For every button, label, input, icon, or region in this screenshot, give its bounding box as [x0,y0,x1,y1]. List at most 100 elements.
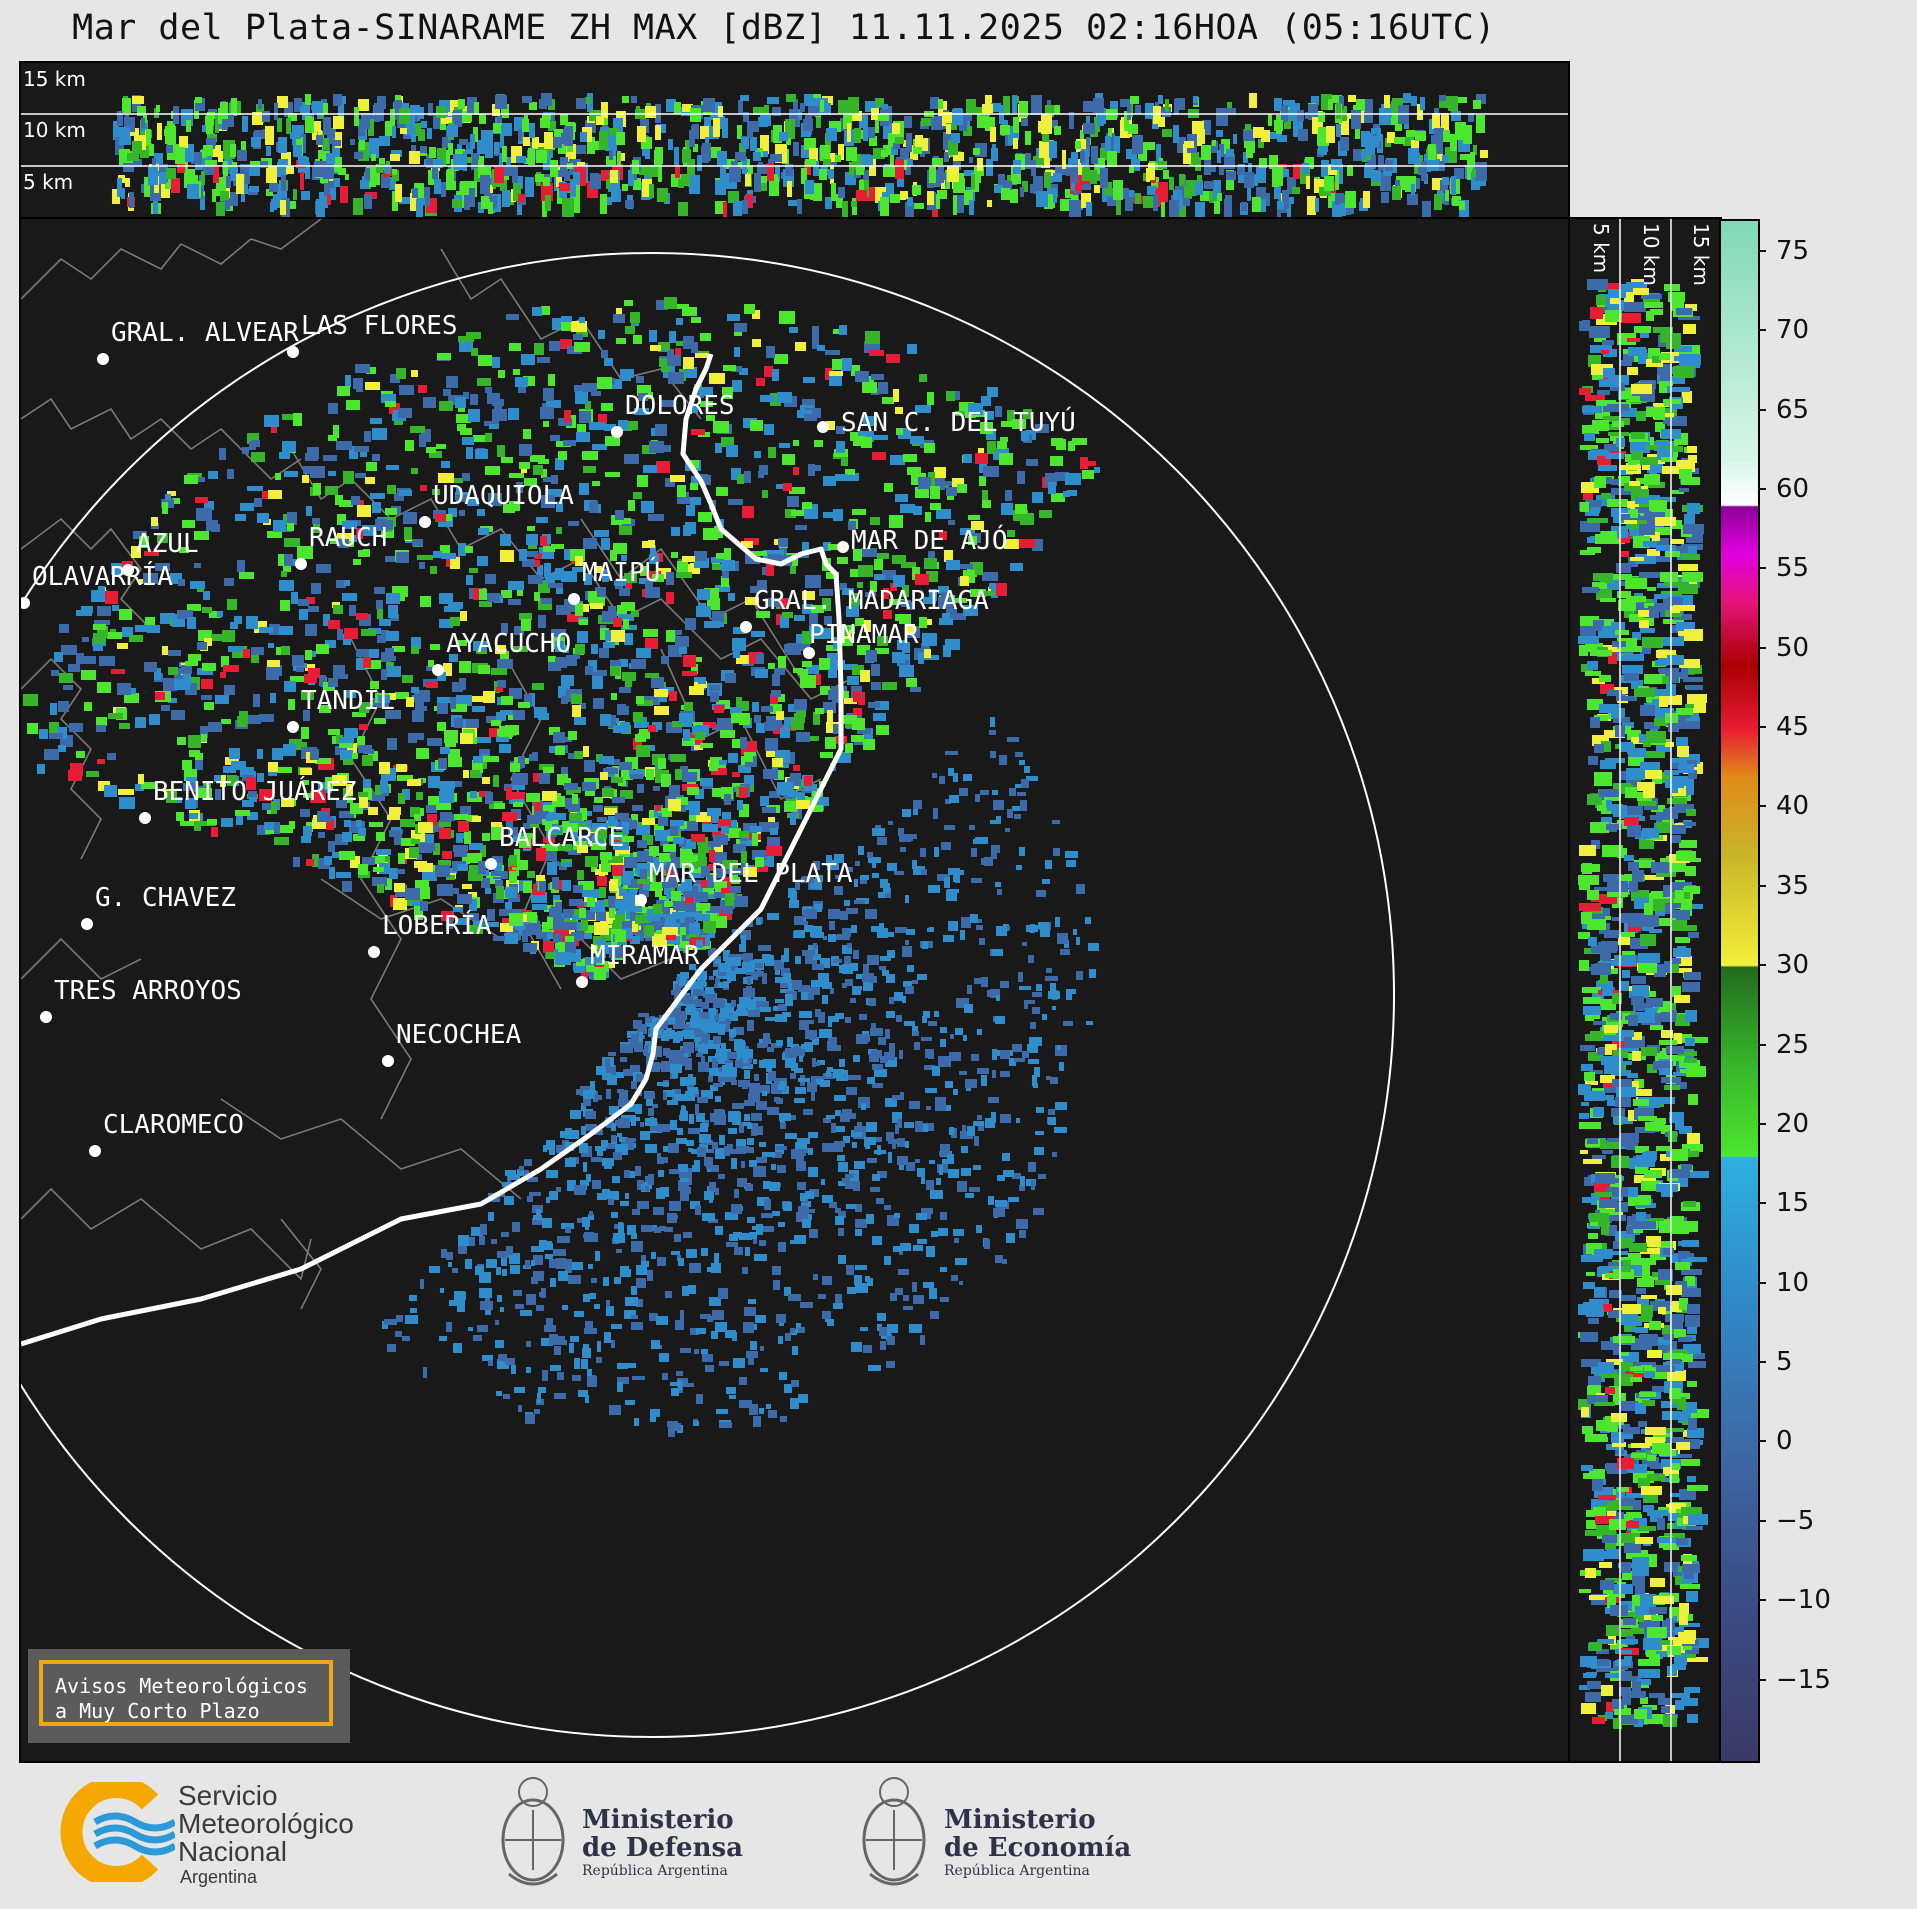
city-markers: GRAL. ALVEAR LAS FLORES DOLORES SAN C. DEL … [21,311,1076,1157]
economia-line-3: República Argentina [944,1863,1090,1879]
defensa-line-2: de Defensa [582,1833,743,1863]
right-height-label-5: 5 km [1589,223,1613,273]
badge-line-1: Avisos Meteorológicos [55,1674,308,1698]
city-dot [287,346,299,358]
colorbar-tick-label: −15 [1776,1664,1831,1695]
city-dot [568,593,580,605]
top-cross-section-plot: 15 km 10 km 5 km [21,67,1568,217]
chart-title: Mar del Plata-SINARAME ZH MAX [dBZ] 11.1… [72,8,1496,48]
city-label: MAIPÚ [582,556,660,588]
right-height-label-10: 10 km [1639,223,1663,286]
colorbar-tick-label: −5 [1776,1505,1815,1536]
city-dot [576,976,588,988]
colorbar-tick-mark [1758,1202,1766,1205]
colorbar-tick-mark [1758,249,1766,252]
radar-map-canvas: GRAL. ALVEAR LAS FLORES DOLORES SAN C. DEL … [21,219,1395,1738]
colorbar-tick-mark [1758,1043,1766,1046]
right-cross-section-panel: 5 km 10 km 15 km [1568,217,1722,1763]
city-label: MAR DE AJÓ [851,524,1008,556]
city-label: TANDIL [301,686,395,716]
city-label: LOBERÍA [382,909,492,941]
colorbar-tick-label: 25 [1776,1029,1810,1060]
top-cross-section-panel: 15 km 10 km 5 km [19,61,1570,219]
colorbar-tick-label: 10 [1776,1267,1810,1298]
city-dot [382,1055,394,1067]
city-dot [295,558,307,570]
city-dot [635,894,647,906]
colorbar-tick-label: 5 [1776,1347,1793,1378]
top-height-label-15: 15 km [23,67,86,91]
economia-logo-text: Ministerio de Economía República Argenti… [944,1806,1131,1880]
colorbar-tick-mark [1758,1361,1766,1364]
colorbar-tick-mark [1758,567,1766,570]
city-dot [368,946,380,958]
colorbar-tick-mark [1758,805,1766,808]
colorbar-tick-mark [1758,1599,1766,1602]
city-dot [817,421,829,433]
radar-map[interactable]: GRAL. ALVEAR LAS FLORES DOLORES SAN C. DEL … [19,217,1570,1763]
city-dot [740,621,752,633]
city-dot [837,541,849,553]
city-label: OLAVARRÍA [32,560,173,592]
city-label: BENITO JUÁREZ [153,775,357,807]
city-label: MIRAMAR [590,941,700,971]
colorbar-tick-mark [1758,1122,1766,1125]
top-height-label-10: 10 km [23,118,86,142]
smn-line-4: Argentina [180,1867,258,1887]
city-dot [139,812,151,824]
city-dot [419,516,431,528]
radar-echoes [23,297,1100,1437]
city-label: RAUCH [309,523,387,553]
colorbar-tick-mark [1758,884,1766,887]
footer-logos: Servicio Meteorológico Nacional Argentin… [0,1762,1917,1909]
city-label: DOLORES [625,391,735,421]
colorbar-tick-label: 75 [1776,235,1810,266]
city-label: PINAMAR [809,620,919,650]
colorbar-tick-mark [1758,487,1766,490]
city-dot [97,353,109,365]
city-dot [287,721,299,733]
city-label: MAR DEL PLATA [649,859,853,889]
warnings-badge[interactable]: Avisos Meteorológicos a Muy Corto Plazo [28,1649,350,1743]
colorbar-tick-mark [1758,964,1766,967]
coat-of-arms-economia-icon [862,1777,926,1886]
right-cross-section-plot: 5 km 10 km 15 km [1578,219,1713,1761]
colorbar-tick-mark [1758,726,1766,729]
colorbar-tick-mark [1758,1678,1766,1681]
city-label: BALCARCE [499,823,624,853]
economia-line-2: de Economía [944,1833,1132,1863]
colorbar-tick-label: 60 [1776,473,1810,504]
colorbar-tick-label: 35 [1776,870,1810,901]
city-dot [122,564,134,576]
city-label: SAN C. DEL TUYÚ [841,406,1076,438]
city-label: CLAROMECO [103,1110,244,1140]
colorbar-tick-label: 40 [1776,791,1810,822]
coat-of-arms-defensa-icon [501,1777,565,1886]
city-label: GRAL. ALVEAR [111,318,299,348]
colorbar-tick-mark [1758,408,1766,411]
city-dot [803,647,815,659]
city-dot [611,426,623,438]
colorbar-tick-label: −10 [1776,1585,1831,1616]
colorbar-tick-label: 45 [1776,712,1810,743]
city-label: TRES ARROYOS [54,976,242,1006]
smn-line-2: Meteorológico [178,1808,354,1839]
defensa-line-1: Ministerio [582,1805,734,1835]
city-dot [81,918,93,930]
range-ring [21,252,1395,1738]
top-height-label-5: 5 km [23,170,73,194]
colorbar-tick-label: 15 [1776,1188,1810,1219]
colorbar-tick-label: 50 [1776,632,1810,663]
city-dot [432,664,444,676]
city-label: UDAQUIOLA [433,481,574,511]
colorbar [1719,219,1760,1763]
city-label: LAS FLORES [301,311,458,341]
city-dot [485,858,497,870]
colorbar-tick-label: 30 [1776,950,1810,981]
city-dot [89,1145,101,1157]
colorbar-tick-label: 70 [1776,315,1810,346]
smn-line-1: Servicio [178,1780,278,1811]
badge-line-2: a Muy Corto Plazo [55,1699,260,1723]
smn-logo-text: Servicio Meteorológico Nacional Argentin… [178,1782,354,1888]
colorbar-tick-mark [1758,646,1766,649]
